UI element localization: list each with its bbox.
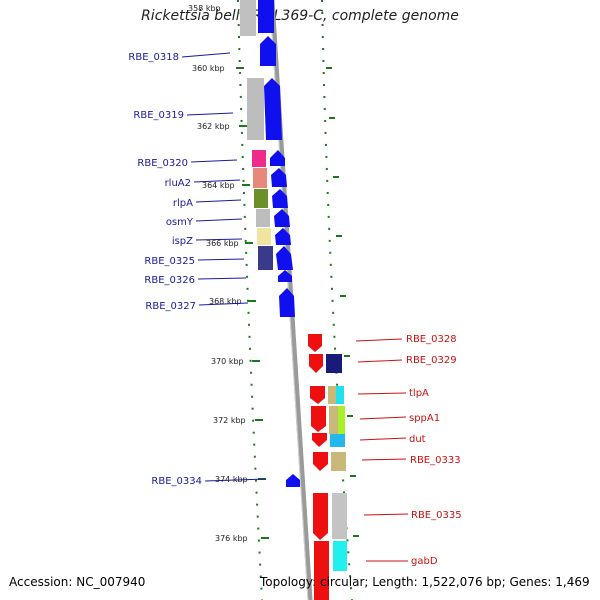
- gene-label: rluA2: [165, 178, 191, 189]
- cog-box: [247, 78, 264, 140]
- cog-box: [240, 0, 256, 36]
- forward-gene-arrow: [286, 474, 300, 487]
- kbp-label: 368 kbp: [209, 297, 242, 306]
- accession-label: Accession: NC_007940: [9, 575, 146, 589]
- cog-box: [252, 150, 266, 167]
- genome-title: Rickettsia bellii RML369-C, complete gen…: [141, 8, 459, 24]
- forward-gene-arrow: [278, 270, 292, 282]
- kbp-label: 374 kbp: [215, 475, 248, 484]
- forward-genes: [258, 0, 300, 487]
- reverse-gene-arrow: [309, 354, 323, 373]
- reverse-gene-arrow: [308, 334, 322, 352]
- cog-box: [329, 406, 338, 434]
- cog-box: [326, 354, 342, 373]
- forward-gene-arrow: [260, 36, 276, 66]
- cog-box: [328, 386, 336, 404]
- cog-box: [333, 541, 347, 571]
- forward-gene-arrow: [258, 0, 274, 33]
- reverse-leader-lines: [355, 338, 409, 562]
- reverse-gene-arrow: [310, 386, 325, 404]
- gene-label: gabD: [411, 556, 438, 567]
- gene-label: rlpA: [173, 198, 193, 209]
- gene-label: osmY: [166, 217, 194, 228]
- reverse-gene-labels: RBE_0328 RBE_0329 tlpA sppA1 dut RBE_033…: [406, 334, 462, 567]
- gene-label: RBE_0334: [151, 476, 202, 487]
- kbp-label: 362 kbp: [197, 122, 230, 131]
- genome-info-label: Topology: circular; Length: 1,522,076 bp…: [260, 575, 590, 589]
- forward-leader-lines: [181, 52, 267, 482]
- cog-box: [253, 168, 267, 188]
- gene-label: RBE_0326: [144, 275, 195, 286]
- gene-label: sppA1: [409, 413, 440, 424]
- gene-label: RBE_0325: [144, 256, 195, 267]
- forward-gene-arrow: [279, 288, 295, 317]
- forward-gene-arrow: [274, 209, 290, 227]
- forward-gene-arrow: [275, 228, 291, 245]
- forward-gene-arrow: [276, 246, 293, 270]
- reverse-cog-boxes: [326, 354, 347, 571]
- gene-label: RBE_0328: [406, 334, 457, 345]
- kbp-label: 364 kbp: [202, 181, 235, 190]
- gene-label: RBE_0335: [411, 510, 462, 521]
- kbp-label: 366 kbp: [206, 239, 239, 248]
- forward-cog-boxes: [240, 0, 273, 270]
- cog-box: [258, 246, 273, 270]
- kbp-label: 370 kbp: [211, 357, 244, 366]
- gene-label: RBE_0333: [410, 455, 461, 466]
- reverse-genes: [308, 334, 329, 600]
- gene-label: RBE_0327: [145, 301, 196, 312]
- forward-gene-labels: RBE_0318 RBE_0319 RBE_0320 rluA2 rlpA os…: [128, 52, 202, 487]
- reverse-gene-arrow: [311, 406, 326, 432]
- reverse-gene-arrow: [312, 433, 327, 447]
- gene-label: RBE_0320: [137, 158, 188, 169]
- reverse-gene-arrow: [313, 452, 328, 471]
- gene-label: RBE_0318: [128, 52, 179, 63]
- reverse-gene-arrow: [313, 493, 328, 540]
- gene-label: RBE_0329: [406, 355, 457, 366]
- gene-label: RBE_0319: [133, 110, 184, 121]
- cog-box: [330, 434, 345, 447]
- cog-box: [257, 228, 271, 245]
- forward-gene-arrow: [272, 189, 288, 208]
- kbp-label: 376 kbp: [215, 534, 248, 543]
- cog-box: [332, 493, 347, 539]
- gene-label: ispZ: [172, 236, 193, 247]
- cog-box: [254, 189, 268, 208]
- cog-box: [336, 386, 344, 404]
- cog-box: [338, 406, 345, 434]
- forward-gene-arrow: [271, 168, 287, 187]
- gene-label: dut: [409, 434, 426, 445]
- forward-gene-arrow: [270, 150, 285, 166]
- cog-box: [331, 452, 346, 471]
- kbp-axis-labels: 358 kbp 360 kbp 362 kbp 364 kbp 366 kbp …: [188, 4, 248, 543]
- kbp-label: 360 kbp: [192, 64, 225, 73]
- reverse-gene-arrow: [314, 541, 329, 600]
- kbp-label: 358 kbp: [188, 4, 221, 13]
- kbp-label: 372 kbp: [213, 416, 246, 425]
- gene-label: tlpA: [409, 388, 429, 399]
- forward-gene-arrow: [264, 78, 282, 140]
- cog-box: [256, 209, 270, 227]
